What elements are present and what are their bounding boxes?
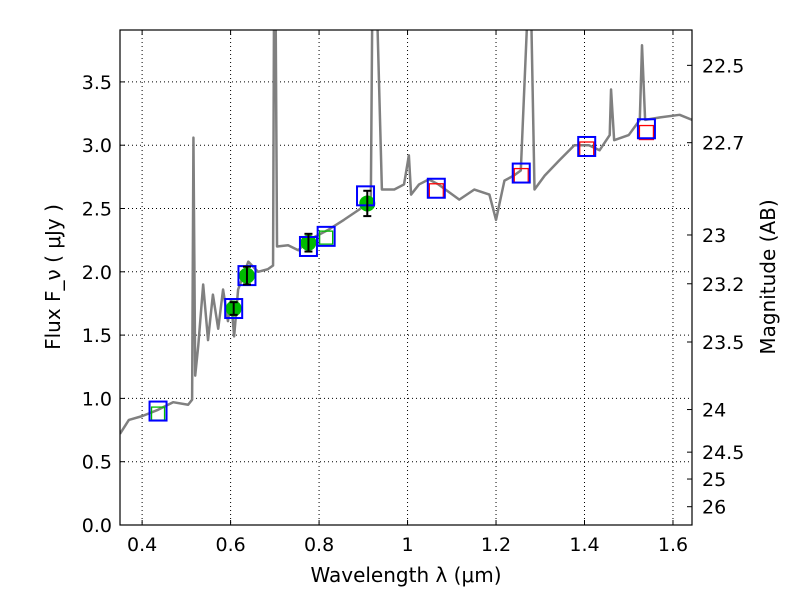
model-marker — [636, 118, 656, 140]
x-tick-label: 1.4 — [569, 534, 599, 556]
y-axis-right-label: Magnitude (AB) — [756, 199, 780, 354]
y-axis-label: Flux F_ν ( μJy ) — [41, 204, 65, 350]
model-marker — [224, 298, 244, 320]
model-marker — [577, 135, 597, 157]
x-tick-label: 1.6 — [658, 534, 688, 556]
x-tick-label: 1 — [402, 534, 414, 556]
y-tick-label: 0.5 — [82, 452, 112, 474]
model-marker — [511, 162, 531, 184]
series — [120, 30, 692, 435]
x-tick-label: 0.6 — [215, 534, 245, 556]
right-tick-label: 24.5 — [702, 442, 744, 464]
model-marker — [356, 185, 376, 207]
right-tick-label: 26 — [702, 497, 726, 519]
right-tick-label: 23.5 — [702, 332, 744, 354]
x-tick-label: 0.8 — [304, 534, 334, 556]
model-marker — [148, 400, 168, 422]
y-tick-label: 1.0 — [82, 388, 112, 410]
y-tick-label: 2.5 — [82, 199, 112, 221]
y-tick-label: 3.5 — [82, 72, 112, 94]
plot-frame — [119, 29, 693, 526]
x-axis-label: Wavelength λ (μm) — [310, 563, 501, 587]
right-tick-label: 23.2 — [702, 274, 744, 296]
y-tick-label: 3.0 — [82, 135, 112, 157]
y-tick-label: 1.5 — [82, 325, 112, 347]
right-tick-label: 24 — [702, 400, 726, 422]
synthetic-optical-marker — [319, 230, 334, 245]
synthetic-nir-marker — [638, 124, 655, 141]
right-tick-label: 22.5 — [702, 55, 744, 77]
spectrum-line — [120, 30, 692, 435]
model-marker — [426, 177, 446, 199]
right-tick-label: 25 — [702, 469, 726, 491]
x-tick-label: 0.4 — [127, 534, 157, 556]
y-tick-label: 2.0 — [82, 262, 112, 284]
model-marker — [316, 225, 336, 247]
axes: 0.4 0.6 0.8 1 1.2 1.4 1.6 0.0 0.5 1.0 1.5 2.0 2.5 3.0… — [82, 29, 744, 556]
right-tick-label: 23 — [702, 225, 726, 247]
y-tick-label: 0.0 — [82, 515, 112, 537]
x-tick-label: 1.2 — [481, 534, 511, 556]
grid — [120, 30, 692, 526]
plot-content — [120, 30, 692, 435]
right-tick-label: 22.7 — [702, 133, 744, 155]
